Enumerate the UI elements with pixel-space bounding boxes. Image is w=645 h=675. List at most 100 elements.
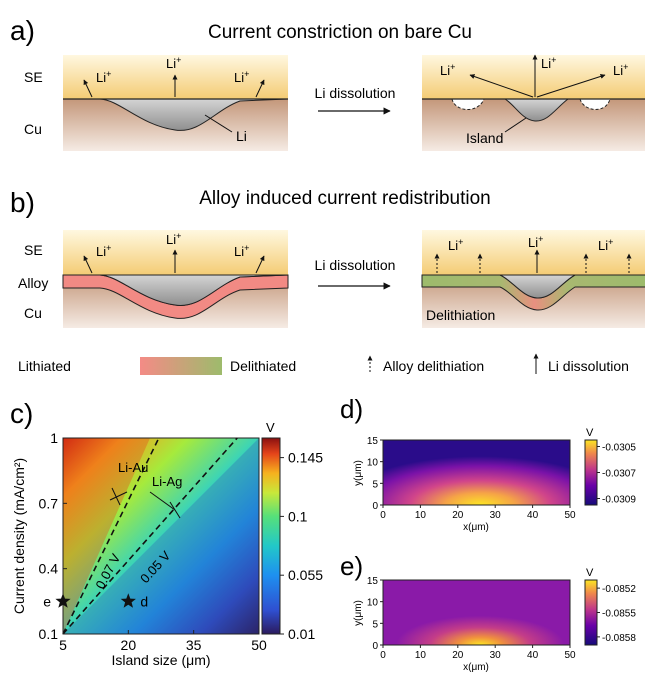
panel-d-x-ticks: 0 10 20 30 40 50 — [380, 505, 576, 521]
panel-e-x-axis-label: x(μm) — [463, 662, 489, 673]
panel-b-right-ion-left: Li+ — [448, 237, 463, 253]
panel-c-contour-line — [62, 437, 160, 635]
panel-e-y-tick-label: 15 — [367, 576, 379, 587]
panel-a-ion-left: Li+ — [96, 69, 111, 85]
panel-d-x-tick-label: 10 — [415, 510, 427, 521]
panel-c-x-tick-label: 50 — [251, 637, 267, 653]
panel-e-y-axis-label: y(μm) — [353, 600, 364, 626]
panel-d-x-tick-label: 30 — [490, 510, 502, 521]
panel-c-y-tick-label: 0.1 — [39, 626, 59, 642]
panel-d-colorbar-unit: V — [586, 427, 594, 439]
panel-e-x-tick-label: 20 — [452, 650, 464, 661]
panel-b-delithiation-label: Delithiation — [426, 307, 495, 323]
svg-text:Li+: Li+ — [166, 55, 181, 71]
panel-e-letter: e) — [340, 551, 363, 581]
panel-e-colorbar — [584, 579, 598, 646]
panel-c-x-tick-label: 35 — [186, 637, 202, 653]
panel-e-x-tick-label: 0 — [380, 650, 386, 661]
panel-d-colorbar-tick-label: -0.0307 — [602, 469, 636, 480]
panel-a-process-label: Li dissolution — [315, 85, 396, 101]
panel-d-x-tick-label: 20 — [452, 510, 464, 521]
legend-gradient-bar — [140, 357, 222, 375]
panel-d-y-tick-label: 5 — [372, 479, 378, 490]
panel-a-island-label: Island — [466, 130, 503, 146]
panel-d-y-tick-label: 0 — [372, 501, 378, 512]
panel-a-right-ion-center: Li+ — [541, 55, 556, 71]
svg-text:Li+: Li+ — [528, 234, 543, 250]
panel-c-li-ag-label: Li-Ag — [152, 474, 182, 489]
panel-e-colorbar-tick-label: -0.0858 — [602, 633, 636, 644]
panel-b-cu-label: Cu — [24, 305, 42, 321]
panel-e-x-tick-label: 30 — [490, 650, 502, 661]
panel-d-x-tick-label: 0 — [380, 510, 386, 521]
panel-b-right-schematic — [421, 230, 645, 328]
svg-text:Li+: Li+ — [166, 231, 181, 247]
panel-a-li-label: Li — [236, 128, 247, 144]
panel-c-y-tick-label: 1 — [50, 430, 58, 446]
panel-a-right-schematic — [422, 54, 645, 151]
panel-c-x-tick-label: 5 — [59, 637, 67, 653]
panel-e-y-tick-label: 5 — [372, 619, 378, 630]
panel-c-x-axis-label: Island size (μm) — [111, 652, 210, 668]
panel-e-colorbar-unit: V — [586, 567, 594, 579]
svg-text:Li+: Li+ — [234, 243, 249, 259]
svg-text:Li+: Li+ — [234, 69, 249, 85]
panel-d-y-tick-label: 15 — [367, 436, 379, 447]
panel-c-y-tick-label: 0.7 — [39, 495, 59, 511]
panel-c-star-marker — [55, 593, 71, 608]
panel-e-y-ticks: 0 5 10 15 — [367, 576, 383, 652]
panel-c-colorbar-tick-label: 0.01 — [288, 626, 315, 642]
panel-c-colorbar-tick-label: 0.145 — [288, 450, 323, 466]
panel-b-right-ion-right: Li+ — [598, 237, 613, 253]
svg-text:Li+: Li+ — [598, 237, 613, 253]
panel-d-colorbar — [584, 439, 598, 506]
panel-a-right-ion-right: Li+ — [613, 62, 628, 78]
panel-b-right-ion-center: Li+ — [528, 234, 543, 250]
panel-a-left-schematic — [63, 55, 289, 151]
panel-d-colorbar-tick-label: -0.0309 — [602, 495, 636, 506]
panel-d-x-axis-label: x(μm) — [463, 522, 489, 533]
panel-c-li-ag-annotation — [149, 491, 181, 519]
panel-a-title: Current constriction on bare Cu — [208, 22, 472, 43]
panel-b-process-label: Li dissolution — [315, 257, 396, 273]
panel-c-colorbar-unit: V — [266, 420, 275, 435]
panel-e-x-ticks: 0 10 20 30 40 50 — [380, 645, 576, 661]
svg-text:Li+: Li+ — [613, 62, 628, 78]
panel-d-y-axis-label: y(μm) — [353, 460, 364, 486]
panel-b-ion-left: Li+ — [96, 243, 111, 259]
panel-d-x-tick-label: 50 — [564, 510, 576, 521]
legend-lithiated-label: Lithiated — [18, 358, 71, 374]
panel-a-ion-right: Li+ — [234, 69, 249, 85]
panel-e-colorbar-tick-label: -0.0852 — [602, 584, 636, 595]
panel-e-x-tick-label: 40 — [527, 650, 539, 661]
panel-c-heatmap — [62, 437, 260, 635]
panel-c-marker-label: d — [140, 593, 148, 609]
svg-text:Li+: Li+ — [541, 55, 556, 71]
panel-d-colorbar-ticks: -0.0305 -0.0307 -0.0309 — [597, 443, 636, 506]
panel-e-x-tick-label: 50 — [564, 650, 576, 661]
panel-c-y-ticks: 0.1 0.4 0.7 1 — [39, 430, 67, 642]
panel-d-y-tick-label: 10 — [367, 458, 379, 469]
panel-b-ion-right: Li+ — [234, 243, 249, 259]
panel-a-right-ion-left: Li+ — [440, 62, 455, 78]
panel-b-ion-center: Li+ — [166, 231, 181, 247]
legend-li-dissolution-label: Li dissolution — [548, 358, 629, 374]
panel-b-title: Alloy induced current redistribution — [199, 188, 491, 209]
panel-b-alloy-label: Alloy — [18, 275, 48, 291]
panel-c-contours — [62, 437, 238, 635]
svg-text:Li+: Li+ — [440, 62, 455, 78]
panel-a-cu-label: Cu — [24, 121, 42, 137]
panel-c-marker-label: e — [43, 593, 51, 609]
panel-c-colorbar-ticks: 0.145 0.1 0.055 0.01 — [280, 450, 323, 642]
panel-d-y-ticks: 0 5 10 15 — [367, 436, 383, 512]
panel-c-colorbar-bar — [261, 437, 281, 635]
panel-e-y-tick-label: 10 — [367, 598, 379, 609]
panel-e-y-tick-label: 0 — [372, 641, 378, 652]
panel-e-colorbar-ticks: -0.0852 -0.0855 -0.0858 — [597, 584, 636, 644]
panel-a-letter: a) — [10, 15, 35, 46]
svg-text:Li+: Li+ — [448, 237, 463, 253]
panel-c-colorbar-tick-label: 0.1 — [288, 508, 308, 524]
panel-a-se-label: SE — [24, 69, 43, 85]
